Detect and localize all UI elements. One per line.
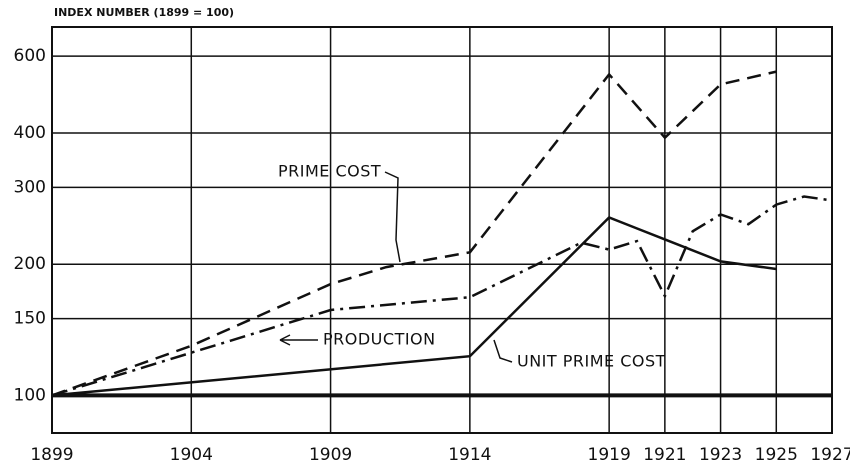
x-tick-label: 1899 [30,445,73,465]
data-line [51,216,777,397]
x-tick-label: 1925 [755,445,798,465]
y-tick-label: 100 [14,385,46,405]
y-tick-label: 600 [14,46,46,66]
annotation-arrow [384,171,401,263]
annotation: PRODUCTION [323,330,436,349]
chart-title: INDEX NUMBER (1899 = 100) [54,6,234,19]
x-tick-label: 1919 [588,445,631,465]
annotation-arrow [279,334,318,346]
y-tick-label: 400 [14,123,46,143]
annotation: UNIT PRIME COST [517,352,666,371]
x-tick-label: 1914 [448,445,491,465]
x-tick-label: 1923 [699,445,742,465]
x-tick-label: 1904 [170,445,213,465]
data-line [51,70,777,397]
data-line [51,195,833,397]
annotation-arrow [493,339,513,363]
y-tick-label: 150 [14,309,46,329]
annotation: PRIME COST [278,162,381,181]
y-tick-label: 200 [14,254,46,274]
x-tick-label: 1927 [810,445,850,465]
x-tick-label: 1909 [309,445,352,465]
y-tick-label: 300 [14,177,46,197]
plot-frame [51,26,833,434]
x-tick-label: 1921 [643,445,686,465]
